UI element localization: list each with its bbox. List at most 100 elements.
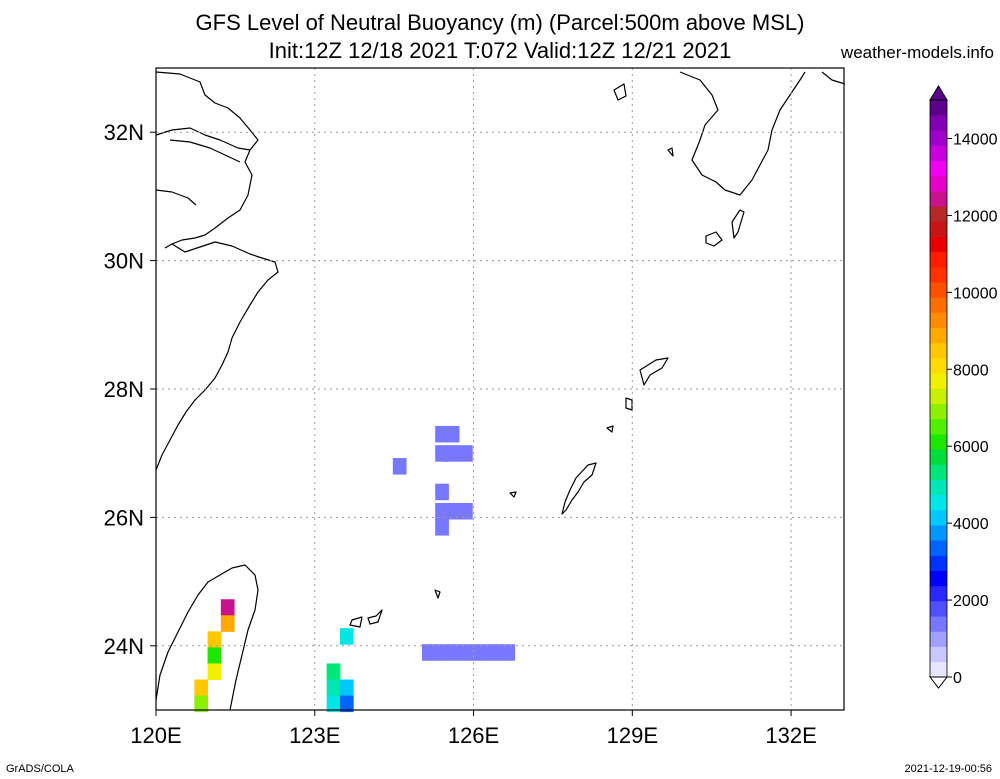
colorbar-segment bbox=[930, 373, 947, 389]
data-cell bbox=[445, 425, 460, 443]
tick-label-lon: 126E bbox=[448, 723, 499, 748]
data-cell bbox=[392, 458, 407, 475]
colorbar-label: 2000 bbox=[953, 593, 989, 610]
colorbar-segment bbox=[930, 585, 947, 602]
coastline-goto bbox=[613, 83, 674, 157]
colorbar-segment bbox=[930, 130, 947, 146]
coastline-amami bbox=[639, 357, 669, 386]
data-cell bbox=[326, 679, 341, 697]
data-cell bbox=[435, 425, 449, 443]
data-cell bbox=[339, 679, 354, 697]
colorbar-label: 12000 bbox=[953, 208, 998, 225]
coastline-islet1 bbox=[625, 397, 633, 411]
colorbar-segment bbox=[930, 251, 947, 268]
data-cell bbox=[458, 445, 473, 462]
colorbar-segment bbox=[930, 297, 947, 313]
data-cell bbox=[421, 644, 436, 661]
colorbar-segment bbox=[930, 388, 947, 404]
coastline-yakushima bbox=[705, 231, 723, 247]
credit-label: GrADS/COLA bbox=[6, 763, 74, 775]
data-cell bbox=[435, 483, 449, 501]
coastline-tanegashima bbox=[731, 209, 745, 239]
colorbar-segment bbox=[930, 100, 947, 116]
tick-label-lon: 132E bbox=[765, 723, 816, 748]
colorbar-segment bbox=[930, 494, 947, 511]
data-cell bbox=[435, 644, 449, 661]
tick-label-lon: 129E bbox=[607, 723, 658, 748]
data-cell bbox=[435, 502, 449, 520]
coastline-shikoku bbox=[821, 71, 846, 85]
data-cell bbox=[207, 647, 222, 664]
timestamp-label: 2021-12-19-00:56 bbox=[904, 763, 992, 775]
data-cell bbox=[458, 502, 473, 520]
colorbar-segment bbox=[930, 342, 947, 359]
colorbar-segment bbox=[930, 434, 947, 450]
colorbar-segment bbox=[930, 145, 947, 162]
tick-label-lon: 120E bbox=[130, 723, 181, 748]
gridlines bbox=[156, 68, 844, 710]
coastline-okinawa bbox=[561, 462, 597, 515]
data-cell bbox=[445, 445, 460, 462]
colorbar-segment bbox=[930, 479, 947, 496]
colorbar-segment bbox=[930, 601, 947, 617]
chart-title-line1: GFS Level of Neutral Buoyancy (m) (Parce… bbox=[195, 10, 805, 35]
colorbar-frame bbox=[929, 99, 948, 678]
tick-label-lon: 123E bbox=[289, 723, 340, 748]
colorbar-segment bbox=[930, 160, 947, 177]
colorbar-segment bbox=[930, 115, 947, 131]
data-cell bbox=[474, 644, 489, 661]
data-cell bbox=[501, 644, 516, 661]
data-cell bbox=[220, 615, 235, 632]
data-cell bbox=[339, 695, 354, 713]
colorbar-segment bbox=[930, 236, 947, 253]
coastline-islet3 bbox=[509, 491, 517, 498]
colorbar-segment bbox=[930, 418, 947, 435]
colorbar-segment bbox=[930, 616, 947, 632]
coastline-islet4 bbox=[434, 589, 441, 599]
colorbar-segment bbox=[930, 175, 947, 192]
colorbar-segment bbox=[930, 358, 947, 374]
colorbar-segment bbox=[930, 555, 947, 572]
colorbar-segment bbox=[930, 525, 947, 541]
colorbar-label: 8000 bbox=[953, 362, 989, 379]
coastline-kyushu bbox=[679, 71, 806, 196]
colorbar-segment bbox=[930, 282, 947, 298]
colorbar: 0 2000 4000 6000 8000 10000 12000 14000 bbox=[928, 85, 998, 689]
tick-label-lat: 26N bbox=[104, 505, 144, 530]
data-cell bbox=[326, 695, 341, 713]
coastline-yangtze bbox=[155, 127, 251, 206]
colorbar-label: 14000 bbox=[953, 131, 998, 148]
data-cell bbox=[448, 644, 463, 661]
colorbar-segment bbox=[930, 646, 947, 663]
colorbar-segment bbox=[930, 191, 947, 207]
colorbar-segment bbox=[930, 509, 947, 526]
colorbar-segment bbox=[930, 540, 947, 556]
colorbar-segment bbox=[930, 570, 947, 587]
colorbar-segment bbox=[930, 206, 947, 222]
chart-title-line2: Init:12Z 12/18 2021 T:072 Valid:12Z 12/2… bbox=[268, 38, 732, 63]
coastlines bbox=[155, 71, 846, 711]
colorbar-label: 10000 bbox=[953, 285, 998, 302]
colorbar-label: 6000 bbox=[953, 439, 989, 456]
colorbar-bottom-arrow bbox=[928, 676, 949, 689]
coastline-taiwan bbox=[155, 564, 259, 711]
colorbar-segment bbox=[930, 403, 947, 420]
colorbar-segment bbox=[930, 449, 947, 465]
coastline-islet2 bbox=[606, 425, 614, 433]
data-cell bbox=[445, 502, 460, 520]
colorbar-segment bbox=[930, 221, 947, 237]
data-cell bbox=[194, 679, 209, 697]
data-cell bbox=[435, 445, 449, 462]
tick-label-lat: 32N bbox=[104, 120, 144, 145]
coastline-china bbox=[155, 71, 279, 471]
colorbar-label: 4000 bbox=[953, 516, 989, 533]
colorbar-segment bbox=[930, 661, 947, 678]
colorbar-label: 0 bbox=[953, 670, 962, 687]
colorbar-segment bbox=[930, 327, 947, 344]
data-cell bbox=[194, 695, 209, 713]
tick-label-lat: 28N bbox=[104, 377, 144, 402]
colorbar-segment bbox=[930, 312, 947, 329]
site-label: weather-models.info bbox=[840, 43, 994, 62]
data-cell bbox=[488, 644, 502, 661]
